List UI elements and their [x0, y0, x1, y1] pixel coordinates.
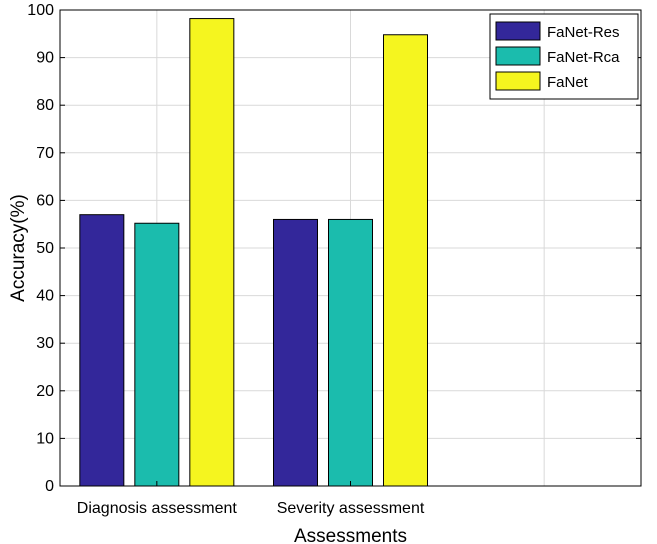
x-tick-label: Severity assessment — [277, 500, 425, 517]
y-tick-label: 50 — [36, 240, 54, 257]
y-tick-label: 10 — [36, 430, 54, 447]
bar-fanet-1 — [383, 34, 428, 487]
x-axis-ticks: Diagnosis assessment Severity assessment — [77, 481, 425, 517]
legend-label: FaNet — [547, 74, 589, 91]
y-axis-title: Accuracy(%) — [8, 194, 29, 302]
legend-label: FaNet-Rca — [547, 49, 620, 66]
bar-fanet-rca-1 — [328, 218, 373, 487]
y-tick-label: 20 — [36, 383, 54, 400]
bar-fanet-rca-0 — [134, 222, 180, 487]
legend-swatch — [495, 71, 541, 91]
x-axis-title: Assessments — [294, 526, 407, 544]
bar-fanet-res-1 — [273, 218, 318, 487]
x-tick-label: Diagnosis assessment — [77, 500, 238, 517]
y-axis-ticks: 0 10 20 30 40 50 60 70 80 90 100 — [27, 2, 641, 495]
legend-swatch — [495, 46, 541, 66]
legend-swatch — [495, 21, 541, 41]
legend: FaNet-Res FaNet-Rca FaNet — [489, 13, 639, 100]
y-tick-label: 60 — [36, 192, 54, 209]
legend-label: FaNet-Res — [547, 24, 620, 41]
y-tick-label: 30 — [36, 335, 54, 352]
y-tick-label: 40 — [36, 288, 54, 305]
y-tick-label: 80 — [36, 97, 54, 114]
bar-fanet-res-0 — [79, 214, 125, 487]
y-tick-label: 90 — [36, 50, 54, 67]
y-tick-label: 70 — [36, 145, 54, 162]
bars — [79, 18, 428, 487]
y-tick-label: 0 — [45, 478, 54, 495]
y-tick-label: 100 — [27, 2, 54, 19]
bar-fanet-0 — [189, 18, 235, 487]
